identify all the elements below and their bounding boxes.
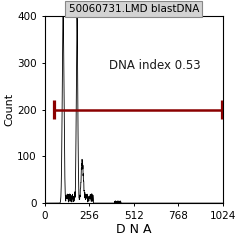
Text: DNA index 0.53: DNA index 0.53 [109,59,201,72]
Title: 50060731.LMD blastDNA: 50060731.LMD blastDNA [69,4,199,14]
X-axis label: D N A: D N A [116,223,151,236]
Y-axis label: Count: Count [4,93,14,126]
